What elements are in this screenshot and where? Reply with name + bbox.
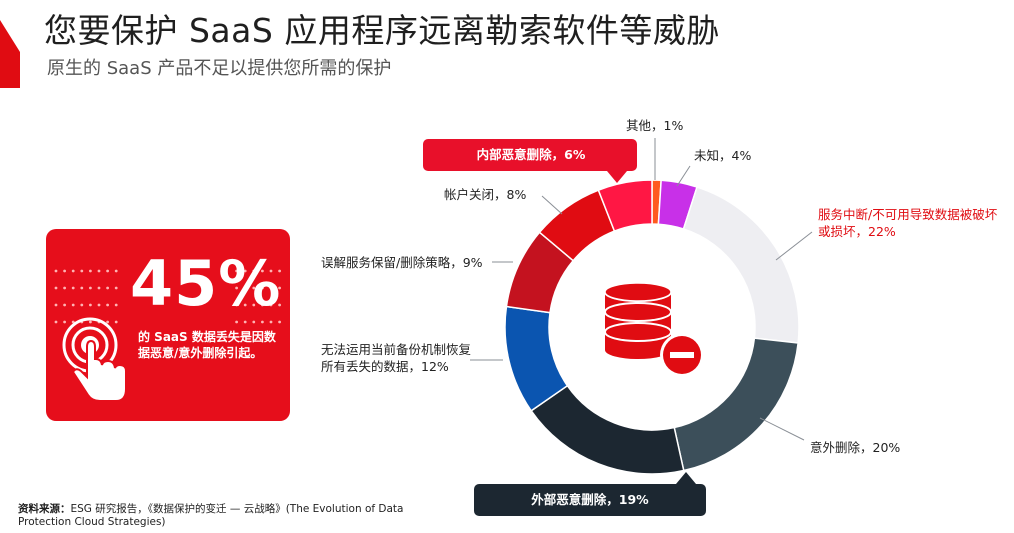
- donut-slice-2: [682, 186, 800, 344]
- leader-line-1: [676, 165, 691, 187]
- slice-label-7: 帐户关闭，8%: [444, 187, 526, 202]
- slice-label-1: 未知，4%: [694, 148, 751, 163]
- dot: [89, 269, 92, 273]
- dot: [114, 303, 118, 307]
- dot: [106, 320, 109, 324]
- dot: [106, 286, 109, 290]
- dot: [80, 286, 84, 290]
- dot: [71, 320, 75, 324]
- leader-line-7: [541, 195, 563, 215]
- dot: [54, 286, 58, 290]
- callout-pointer-4: [676, 472, 696, 484]
- dot: [97, 286, 101, 290]
- dot: [54, 303, 58, 307]
- dot: [114, 320, 118, 324]
- dot: [89, 320, 92, 324]
- dot: [252, 269, 256, 273]
- dot: [278, 320, 281, 324]
- dot: [235, 303, 239, 307]
- dot: [269, 320, 273, 324]
- source-note: 资料来源：ESG 研究报告，《数据保护的变迁 — 云战略》(The Evolut…: [18, 503, 428, 529]
- dot: [261, 320, 264, 324]
- slice-label-0: 其他，1%: [626, 118, 683, 133]
- dot: [243, 320, 247, 324]
- dot: [252, 303, 256, 307]
- dot: [71, 269, 75, 273]
- dot: [269, 269, 273, 273]
- dot: [71, 286, 75, 290]
- dot: [97, 303, 101, 307]
- dot: [235, 286, 239, 290]
- dot: [261, 286, 264, 290]
- dot: [243, 269, 247, 273]
- dot: [54, 320, 58, 324]
- dot: [63, 303, 66, 307]
- dot: [106, 303, 109, 307]
- slice-label-3: 意外删除，20%: [810, 440, 900, 455]
- stat-description: 的 SaaS 数据丢失是因数据恶意/意外删除引起。: [138, 330, 276, 360]
- tap-hand-icon: [62, 317, 127, 402]
- slice-label-4: 外部恶意删除，19%: [530, 492, 649, 507]
- donut-slice-4: [530, 384, 685, 475]
- donut-slice-8: [597, 179, 653, 233]
- dot: [89, 303, 92, 307]
- page-title: 您要保护 SaaS 应用程序远离勒索软件等威胁: [44, 11, 720, 50]
- dot: [106, 269, 109, 273]
- dot-pattern: [54, 269, 281, 324]
- slice-label-8: 内部恶意删除，6%: [477, 147, 586, 162]
- database-minus-icon: [604, 282, 704, 377]
- dot: [80, 303, 84, 307]
- dot: [261, 269, 264, 273]
- callout-box-4: [474, 484, 706, 516]
- slice-label-2: 服务中断/不可用导致数据被破坏或损坏，22%: [818, 207, 998, 239]
- slice-label-6: 误解服务保留/删除策略，9%: [321, 255, 483, 270]
- dot: [278, 303, 281, 307]
- slice-label-5: 无法运用当前备份机制恢复所有丢失的数据，12%: [321, 342, 472, 374]
- dot: [114, 269, 118, 273]
- dot: [71, 303, 75, 307]
- leader-line-3: [759, 417, 805, 441]
- dot: [235, 320, 239, 324]
- dot: [63, 320, 66, 324]
- dot: [243, 286, 247, 290]
- dot: [269, 303, 273, 307]
- dot: [252, 320, 256, 324]
- dot: [278, 286, 281, 290]
- page-subtitle: 原生的 SaaS 产品不足以提供您所需的保护: [47, 58, 392, 79]
- dot: [54, 269, 58, 273]
- dot: [89, 286, 92, 290]
- leader-line-2: [775, 231, 813, 261]
- dot: [261, 303, 264, 307]
- dot: [63, 269, 66, 273]
- dot: [63, 286, 66, 290]
- stat-value: 45%: [130, 247, 282, 320]
- corner-accent: [0, 20, 20, 88]
- dot: [80, 269, 84, 273]
- callout-pointer-8: [607, 171, 627, 183]
- source-label: 资料来源：: [18, 503, 71, 515]
- dot: [278, 269, 281, 273]
- stat-card: 45% 的 SaaS 数据丢失是因数据恶意/意外删除引起。: [46, 229, 290, 421]
- source-text: ESG 研究报告，《数据保护的变迁 — 云战略》(The Evolution o…: [18, 503, 404, 528]
- callout-box-8: [423, 139, 637, 171]
- dot: [114, 286, 118, 290]
- dot: [235, 269, 239, 273]
- dot: [243, 303, 247, 307]
- dot: [252, 286, 256, 290]
- dot: [97, 269, 101, 273]
- dot: [269, 286, 273, 290]
